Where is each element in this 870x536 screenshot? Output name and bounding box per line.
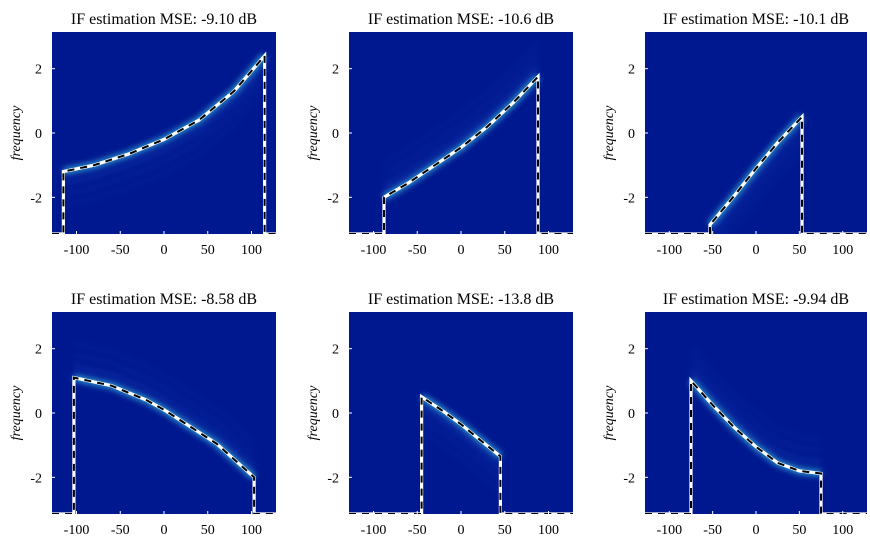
interference-streak	[73, 352, 256, 457]
panel-title: IF estimation MSE: -8.58 dB	[71, 291, 257, 308]
panel-4: -100 -50 0 50 100 -2 0 2 IF estimation MSE: -8.5…	[9, 291, 276, 536]
panel-3: -100 -50 0 50 100 -2 0 2 IF estimation MSE: -10.…	[602, 11, 867, 258]
y-axis-label: frequency	[306, 105, 321, 160]
x-tick-label: 100	[241, 243, 262, 258]
x-tick-label: -100	[64, 243, 90, 258]
interference-streak	[689, 345, 822, 443]
panel-1: -100 -50 0 50 100 -2 0 2 IF estimation MSE: -9.1…	[9, 11, 276, 258]
x-tick-label: -50	[111, 243, 130, 258]
x-tick-label: 100	[538, 243, 559, 258]
if-estimate-line	[645, 378, 867, 514]
panel-title: IF estimation MSE: -9.94 dB	[663, 291, 849, 308]
x-tick-label: -50	[703, 243, 722, 258]
x-tick-label: -100	[361, 243, 387, 258]
plot-content	[52, 341, 276, 514]
y-tick-label: 2	[628, 63, 635, 78]
y-tick-label: 0	[35, 127, 42, 142]
y-tick-label: -2	[327, 191, 339, 206]
panel-6: -100 -50 0 50 100 -2 0 2 IF estimation MSE: -9.9…	[602, 291, 867, 536]
x-tick-label: -50	[111, 523, 130, 536]
interference-streak	[62, 65, 267, 186]
y-tick-label: -2	[30, 471, 42, 486]
y-tick-label: -2	[30, 191, 42, 206]
interference-streak	[382, 52, 540, 177]
interference-streak	[420, 417, 502, 481]
if-estimate-line	[645, 114, 867, 234]
interference-streak	[420, 406, 502, 470]
panel-title: IF estimation MSE: -9.10 dB	[71, 11, 257, 28]
y-tick-label: -2	[623, 471, 635, 486]
if-estimate-outline	[349, 72, 573, 234]
interference-streak	[420, 428, 502, 493]
x-tick-label: 100	[832, 523, 853, 536]
y-tick-label: -2	[327, 471, 339, 486]
plot-content	[349, 41, 573, 234]
x-tick-label: 50	[201, 243, 215, 258]
y-tick-label: 0	[332, 127, 339, 142]
x-tick-label: 0	[161, 523, 168, 536]
interference-streak	[73, 363, 256, 468]
y-tick-label: 2	[332, 63, 339, 78]
plot-content	[349, 393, 573, 514]
y-tick-label: -2	[623, 191, 635, 206]
x-tick-label: 50	[792, 243, 806, 258]
if-estimate-line	[52, 376, 276, 514]
y-tick-label: 2	[628, 343, 635, 358]
y-tick-label: 0	[35, 407, 42, 422]
plot-area	[349, 312, 573, 514]
x-tick-label: -100	[656, 243, 682, 258]
panel-title: IF estimation MSE: -10.6 dB	[368, 11, 554, 28]
x-tick-label: 0	[753, 243, 760, 258]
y-tick-label: 0	[332, 407, 339, 422]
y-axis-label: frequency	[9, 385, 24, 440]
if-estimate-line	[52, 53, 276, 234]
y-axis-label: frequency	[602, 105, 617, 160]
interference-streak	[689, 367, 822, 465]
y-tick-label: 2	[332, 343, 339, 358]
y-axis-label: frequency	[602, 385, 617, 440]
x-tick-label: -100	[361, 523, 387, 536]
interference-streak	[382, 63, 540, 189]
x-tick-label: -100	[64, 523, 90, 536]
panel-title: IF estimation MSE: -10.1 dB	[663, 11, 849, 28]
x-tick-label: 100	[832, 243, 853, 258]
interference-streak	[62, 87, 267, 208]
plot-content	[645, 112, 867, 234]
x-tick-label: -50	[703, 523, 722, 536]
interference-streak	[708, 126, 804, 234]
x-tick-label: 50	[201, 523, 215, 536]
x-tick-label: 100	[538, 523, 559, 536]
y-axis-label: frequency	[9, 105, 24, 160]
x-tick-label: 0	[161, 243, 168, 258]
x-tick-label: 100	[241, 523, 262, 536]
y-axis-label: frequency	[306, 385, 321, 440]
interference-streak	[727, 148, 804, 234]
y-tick-label: 0	[628, 407, 635, 422]
y-tick-label: 2	[35, 343, 42, 358]
interference-streak	[717, 137, 804, 234]
panel-5: -100 -50 0 50 100 -2 0 2 IF estimation MSE: -13.…	[306, 291, 573, 536]
plot-content	[52, 51, 276, 234]
x-tick-label: -50	[408, 243, 427, 258]
interference-streak	[73, 341, 256, 446]
x-tick-label: 50	[498, 523, 512, 536]
x-tick-label: 0	[458, 523, 465, 536]
panel-2: -100 -50 0 50 100 -2 0 2 IF estimation MSE: -10.…	[306, 11, 573, 258]
interference-streak	[62, 76, 267, 197]
plot-content	[645, 345, 867, 514]
y-tick-label: 0	[628, 127, 635, 142]
if-estimate-line	[349, 395, 573, 514]
x-tick-label: -50	[408, 523, 427, 536]
x-tick-label: 0	[753, 523, 760, 536]
panel-title: IF estimation MSE: -13.8 dB	[368, 291, 554, 308]
x-tick-label: -100	[656, 523, 682, 536]
y-tick-label: 2	[35, 63, 42, 78]
x-tick-label: 0	[458, 243, 465, 258]
interference-streak	[382, 41, 540, 166]
interference-streak	[689, 356, 822, 454]
x-tick-label: 50	[498, 243, 512, 258]
x-tick-label: 50	[792, 523, 806, 536]
plot-area	[52, 32, 276, 234]
